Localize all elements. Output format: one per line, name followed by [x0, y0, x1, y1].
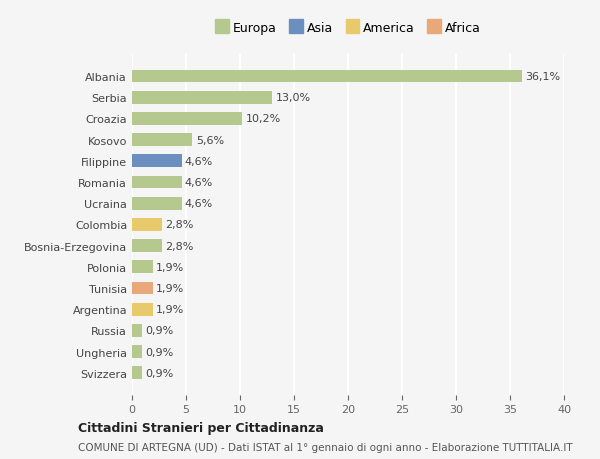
Text: 4,6%: 4,6% [185, 178, 213, 188]
Legend: Europa, Asia, America, Africa: Europa, Asia, America, Africa [211, 17, 485, 40]
Bar [132, 176, 182, 189]
Text: Cittadini Stranieri per Cittadinanza: Cittadini Stranieri per Cittadinanza [78, 421, 324, 435]
Text: 0,9%: 0,9% [145, 368, 173, 378]
Text: 5,6%: 5,6% [196, 135, 224, 146]
Text: 36,1%: 36,1% [525, 72, 560, 82]
Bar [132, 155, 182, 168]
Bar [132, 218, 162, 231]
Bar [132, 282, 152, 295]
Text: 13,0%: 13,0% [275, 93, 311, 103]
Bar [132, 303, 152, 316]
Bar [132, 113, 242, 125]
Bar [132, 71, 522, 83]
Text: 1,9%: 1,9% [156, 304, 184, 314]
Text: 1,9%: 1,9% [156, 283, 184, 293]
Bar [132, 197, 182, 210]
Bar [132, 346, 142, 358]
Bar [132, 367, 142, 379]
Text: 2,8%: 2,8% [166, 220, 194, 230]
Text: 1,9%: 1,9% [156, 262, 184, 272]
Text: 4,6%: 4,6% [185, 199, 213, 209]
Text: COMUNE DI ARTEGNA (UD) - Dati ISTAT al 1° gennaio di ogni anno - Elaborazione TU: COMUNE DI ARTEGNA (UD) - Dati ISTAT al 1… [78, 442, 572, 452]
Text: 10,2%: 10,2% [245, 114, 281, 124]
Bar [132, 92, 272, 104]
Bar [132, 261, 152, 274]
Bar [132, 325, 142, 337]
Text: 0,9%: 0,9% [145, 326, 173, 336]
Text: 2,8%: 2,8% [166, 241, 194, 251]
Text: 4,6%: 4,6% [185, 157, 213, 167]
Bar [132, 240, 162, 252]
Text: 0,9%: 0,9% [145, 347, 173, 357]
Bar [132, 134, 193, 147]
